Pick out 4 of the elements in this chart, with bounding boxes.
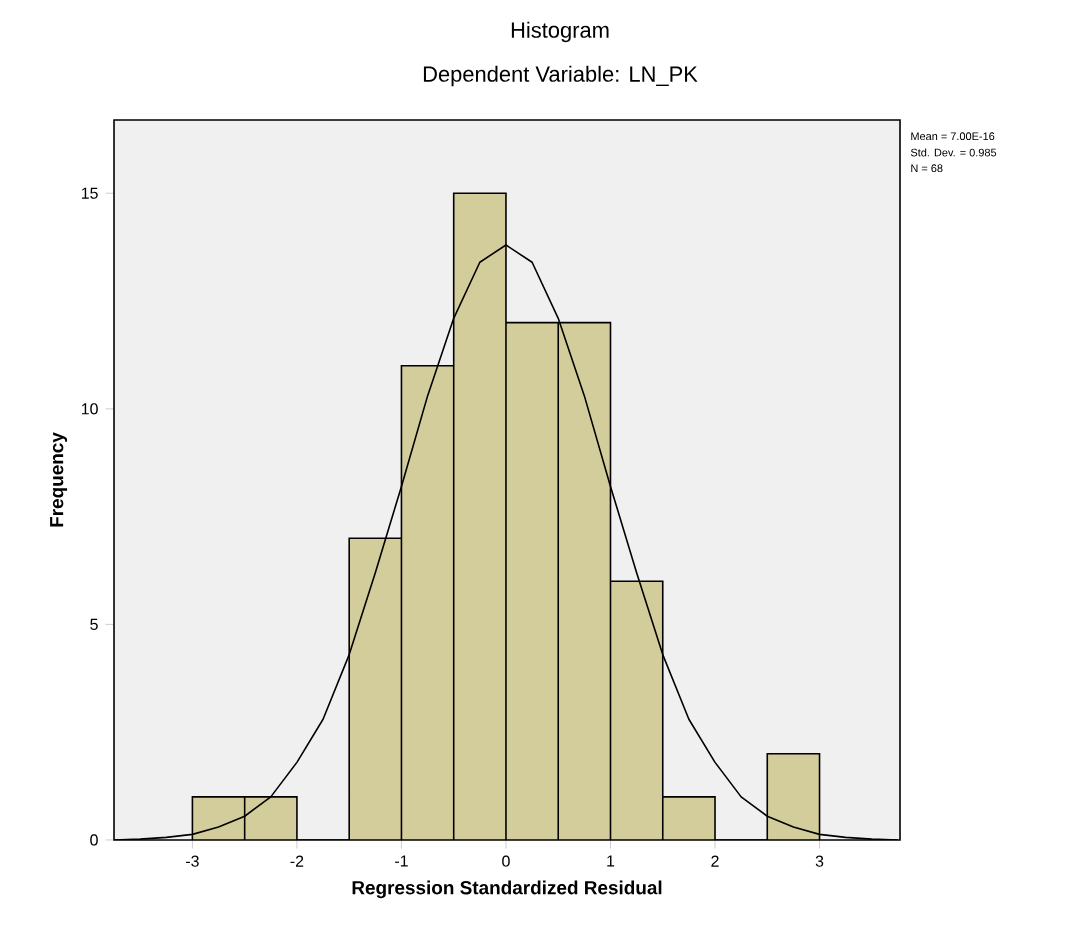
x-axis-title: Regression Standardized Residual xyxy=(352,880,662,899)
chart-title: Histogram xyxy=(511,21,609,43)
chart-subtitle: Dependent Variable: LN_PK xyxy=(423,65,698,87)
y-axis-title: Frequency xyxy=(50,432,68,527)
